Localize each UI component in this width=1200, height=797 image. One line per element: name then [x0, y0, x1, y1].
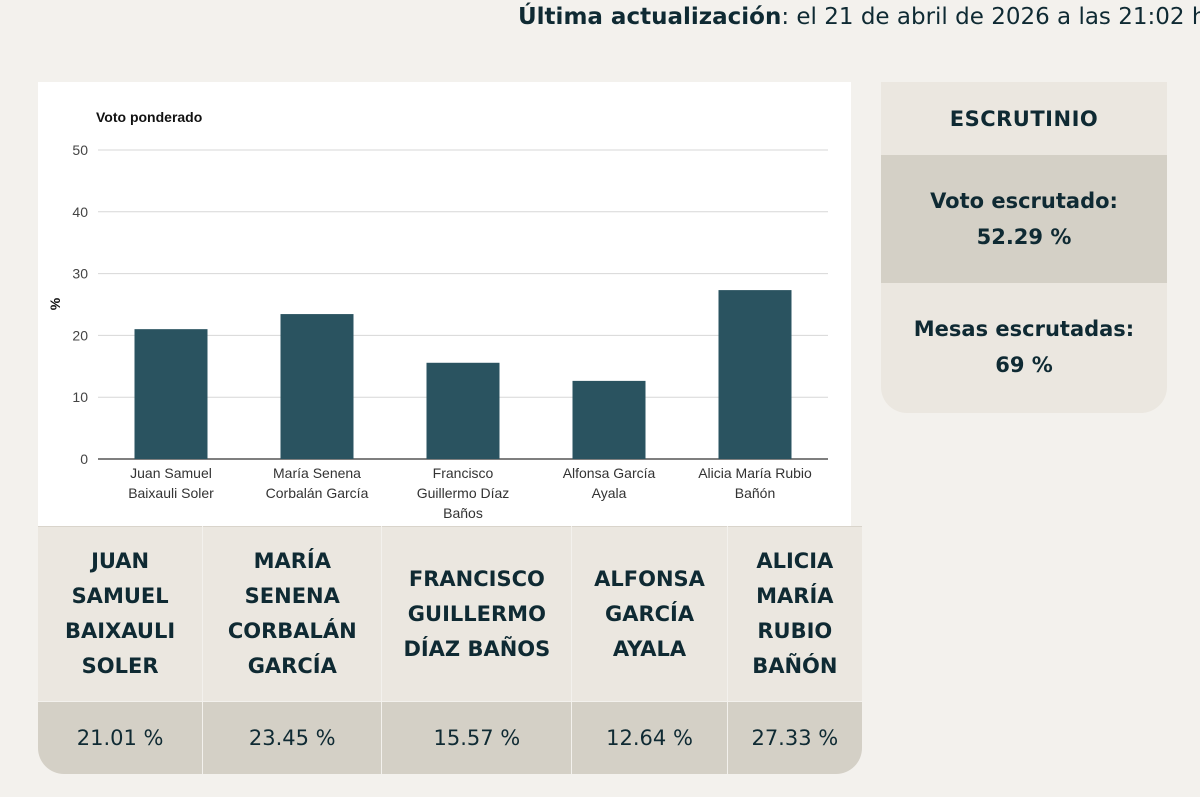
bar[interactable]	[280, 314, 354, 459]
candidate-name: Francisco Guillermo Díaz Baños	[382, 526, 572, 702]
y-tick-label: 30	[72, 266, 88, 282]
y-axis-label: %	[47, 297, 63, 310]
candidate-percentage: 23.45 %	[203, 701, 382, 774]
y-tick-label: 40	[72, 204, 88, 220]
results-column: Francisco Guillermo Díaz Baños 15.57 %	[381, 526, 572, 774]
candidate-name: Juan Samuel Baixauli Soler	[38, 526, 203, 702]
scrutinized-tables-block: Mesas escrutadas: 69 %	[881, 283, 1167, 411]
bar[interactable]	[134, 329, 208, 459]
last-update-text: : el 21 de abril de 2026 a las 21:02 h.	[781, 4, 1200, 30]
candidate-name: Alfonsa García Ayala	[572, 526, 727, 702]
results-column: Juan Samuel Baixauli Soler 21.01 %	[38, 526, 203, 774]
chart-title: Voto ponderado	[96, 109, 202, 125]
x-tick-label: María Senena Corbalán García	[266, 465, 369, 501]
y-tick-label: 20	[72, 327, 88, 343]
bar[interactable]	[572, 380, 646, 459]
y-tick-label: 0	[80, 451, 88, 467]
bar[interactable]	[718, 290, 792, 459]
scrutinized-vote-label: Voto escrutado:	[930, 189, 1118, 213]
candidate-name: Alicia María Rubio Bañón	[727, 526, 862, 702]
y-tick-label: 50	[72, 142, 88, 158]
results-column: Alfonsa García Ayala 12.64 %	[571, 526, 727, 774]
candidate-percentage: 21.01 %	[38, 701, 203, 774]
scrutiny-panel: ESCRUTINIO Voto escrutado: 52.29 % Mesas…	[881, 82, 1167, 413]
chart-panel: Voto ponderado % 0 10 20 30 40 50 Juan Samuel…	[38, 82, 851, 528]
scrutinized-vote-block: Voto escrutado: 52.29 %	[881, 155, 1167, 283]
scrutinized-tables-value: 69 %	[995, 353, 1053, 377]
candidate-percentage: 12.64 %	[572, 701, 727, 774]
scrutinized-vote-value: 52.29 %	[976, 225, 1072, 249]
results-table: Juan Samuel Baixauli Soler 21.01 % María…	[38, 526, 862, 774]
candidate-percentage: 15.57 %	[382, 701, 572, 774]
last-update: Última actualización: el 21 de abril de …	[518, 4, 1200, 30]
scrutinized-tables-label: Mesas escrutadas:	[913, 317, 1135, 341]
x-tick-label: Francisco Guillermo Díaz Baños	[417, 465, 510, 521]
scrutiny-title: ESCRUTINIO	[949, 106, 1099, 131]
candidate-percentage: 27.33 %	[727, 701, 862, 774]
x-tick-label: Alfonsa García Ayala	[563, 465, 656, 501]
candidate-name: María Senena Corbalán García	[203, 526, 382, 702]
last-update-label: Última actualización	[518, 4, 782, 30]
x-tick-label: Juan Samuel Baixauli Soler	[128, 465, 214, 501]
x-tick-label: Alicia María Rubio Bañón	[698, 465, 812, 501]
bar-chart: Voto ponderado % 0 10 20 30 40 50 Juan Samuel…	[47, 109, 828, 521]
results-column: Alicia María Rubio Bañón 27.33 %	[726, 526, 862, 774]
y-tick-label: 10	[72, 389, 88, 405]
results-column: María Senena Corbalán García 23.45 %	[202, 526, 382, 774]
bar[interactable]	[426, 362, 500, 459]
